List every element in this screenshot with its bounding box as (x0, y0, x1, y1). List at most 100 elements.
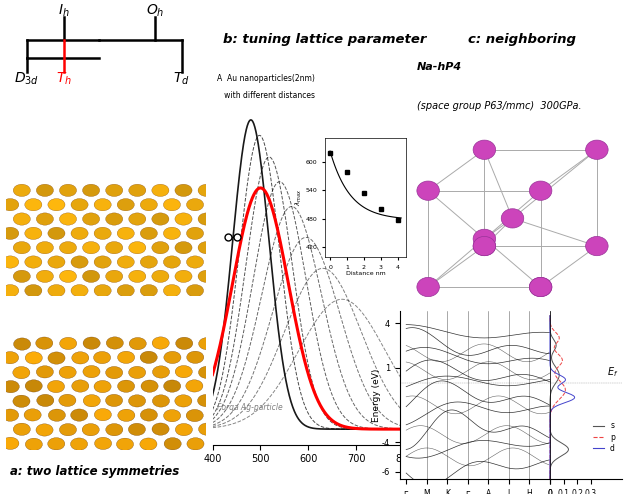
Circle shape (48, 256, 65, 268)
Circle shape (118, 380, 135, 392)
Circle shape (94, 380, 111, 393)
Text: 78K: 78K (176, 158, 200, 167)
Y-axis label: $\lambda_{max}$: $\lambda_{max}$ (294, 189, 304, 206)
Text: (space group P63/mmc)  300GPa.: (space group P63/mmc) 300GPa. (418, 101, 582, 111)
Text: $T_h$: $T_h$ (56, 71, 72, 87)
Circle shape (501, 209, 524, 228)
Circle shape (175, 395, 192, 407)
Circle shape (71, 438, 88, 450)
Circle shape (36, 213, 54, 225)
Circle shape (152, 270, 169, 283)
Circle shape (117, 285, 134, 297)
s (546, 313, 554, 319)
Circle shape (13, 270, 31, 283)
Circle shape (82, 270, 99, 283)
Circle shape (24, 409, 41, 421)
Circle shape (25, 438, 42, 451)
Circle shape (529, 181, 552, 201)
Circle shape (106, 337, 123, 349)
Circle shape (152, 366, 169, 378)
Circle shape (140, 199, 158, 211)
Circle shape (13, 184, 31, 197)
Circle shape (25, 352, 42, 364)
Circle shape (186, 285, 204, 297)
Circle shape (13, 395, 30, 408)
Circle shape (59, 366, 76, 378)
Circle shape (106, 367, 122, 379)
Circle shape (417, 181, 439, 201)
Circle shape (36, 242, 54, 254)
Text: with different distances: with different distances (217, 91, 314, 100)
p (554, 376, 562, 382)
Circle shape (83, 395, 101, 407)
Circle shape (129, 395, 146, 407)
s (551, 338, 559, 344)
Circle shape (106, 394, 122, 407)
Circle shape (164, 410, 181, 422)
Text: $D_{3d}$: $D_{3d}$ (14, 71, 39, 87)
Circle shape (106, 184, 122, 197)
Circle shape (94, 409, 111, 421)
Circle shape (25, 199, 42, 211)
d (546, 328, 554, 334)
Circle shape (473, 229, 496, 248)
Circle shape (83, 366, 100, 378)
Circle shape (529, 278, 552, 296)
Circle shape (152, 423, 169, 435)
Circle shape (152, 242, 169, 254)
Circle shape (186, 256, 204, 268)
Circle shape (140, 285, 158, 297)
Line: d: d (550, 316, 574, 479)
Circle shape (2, 199, 19, 211)
Circle shape (36, 366, 54, 378)
Circle shape (72, 352, 89, 364)
Circle shape (586, 237, 608, 256)
Circle shape (186, 227, 204, 240)
Circle shape (94, 227, 111, 240)
Circle shape (163, 256, 181, 268)
Circle shape (116, 438, 134, 451)
Circle shape (529, 278, 552, 296)
Circle shape (152, 395, 169, 407)
Circle shape (198, 270, 215, 283)
Circle shape (94, 199, 111, 211)
Circle shape (175, 184, 192, 197)
d (562, 376, 569, 382)
d (546, 476, 554, 482)
p (554, 338, 562, 344)
Circle shape (163, 285, 181, 297)
Circle shape (152, 213, 169, 225)
Circle shape (59, 394, 76, 407)
Circle shape (48, 199, 65, 211)
Circle shape (82, 213, 99, 225)
Circle shape (48, 380, 64, 393)
Circle shape (12, 367, 30, 379)
Y-axis label: Energy (eV): Energy (eV) (371, 369, 381, 422)
Text: c: neighboring: c: neighboring (468, 33, 576, 46)
Circle shape (59, 423, 76, 436)
Text: a: two lattice symmetries: a: two lattice symmetries (10, 465, 179, 478)
Circle shape (117, 199, 134, 211)
Circle shape (129, 337, 146, 350)
Circle shape (176, 337, 193, 349)
Text: 315K: 315K (168, 311, 200, 321)
p (557, 379, 564, 385)
Circle shape (59, 337, 77, 350)
Circle shape (586, 140, 608, 160)
Circle shape (473, 237, 496, 256)
Circle shape (140, 351, 158, 364)
Circle shape (164, 351, 181, 364)
Circle shape (199, 366, 216, 378)
Text: $E_f$: $E_f$ (608, 365, 619, 379)
d (560, 379, 568, 385)
Circle shape (48, 227, 65, 240)
Circle shape (94, 256, 111, 268)
Circle shape (13, 423, 31, 435)
Circle shape (25, 256, 42, 268)
Circle shape (82, 184, 99, 197)
Circle shape (187, 438, 204, 450)
Circle shape (118, 351, 135, 364)
p (558, 379, 565, 385)
s (552, 379, 560, 385)
Text: $T_d$: $T_d$ (173, 71, 190, 87)
